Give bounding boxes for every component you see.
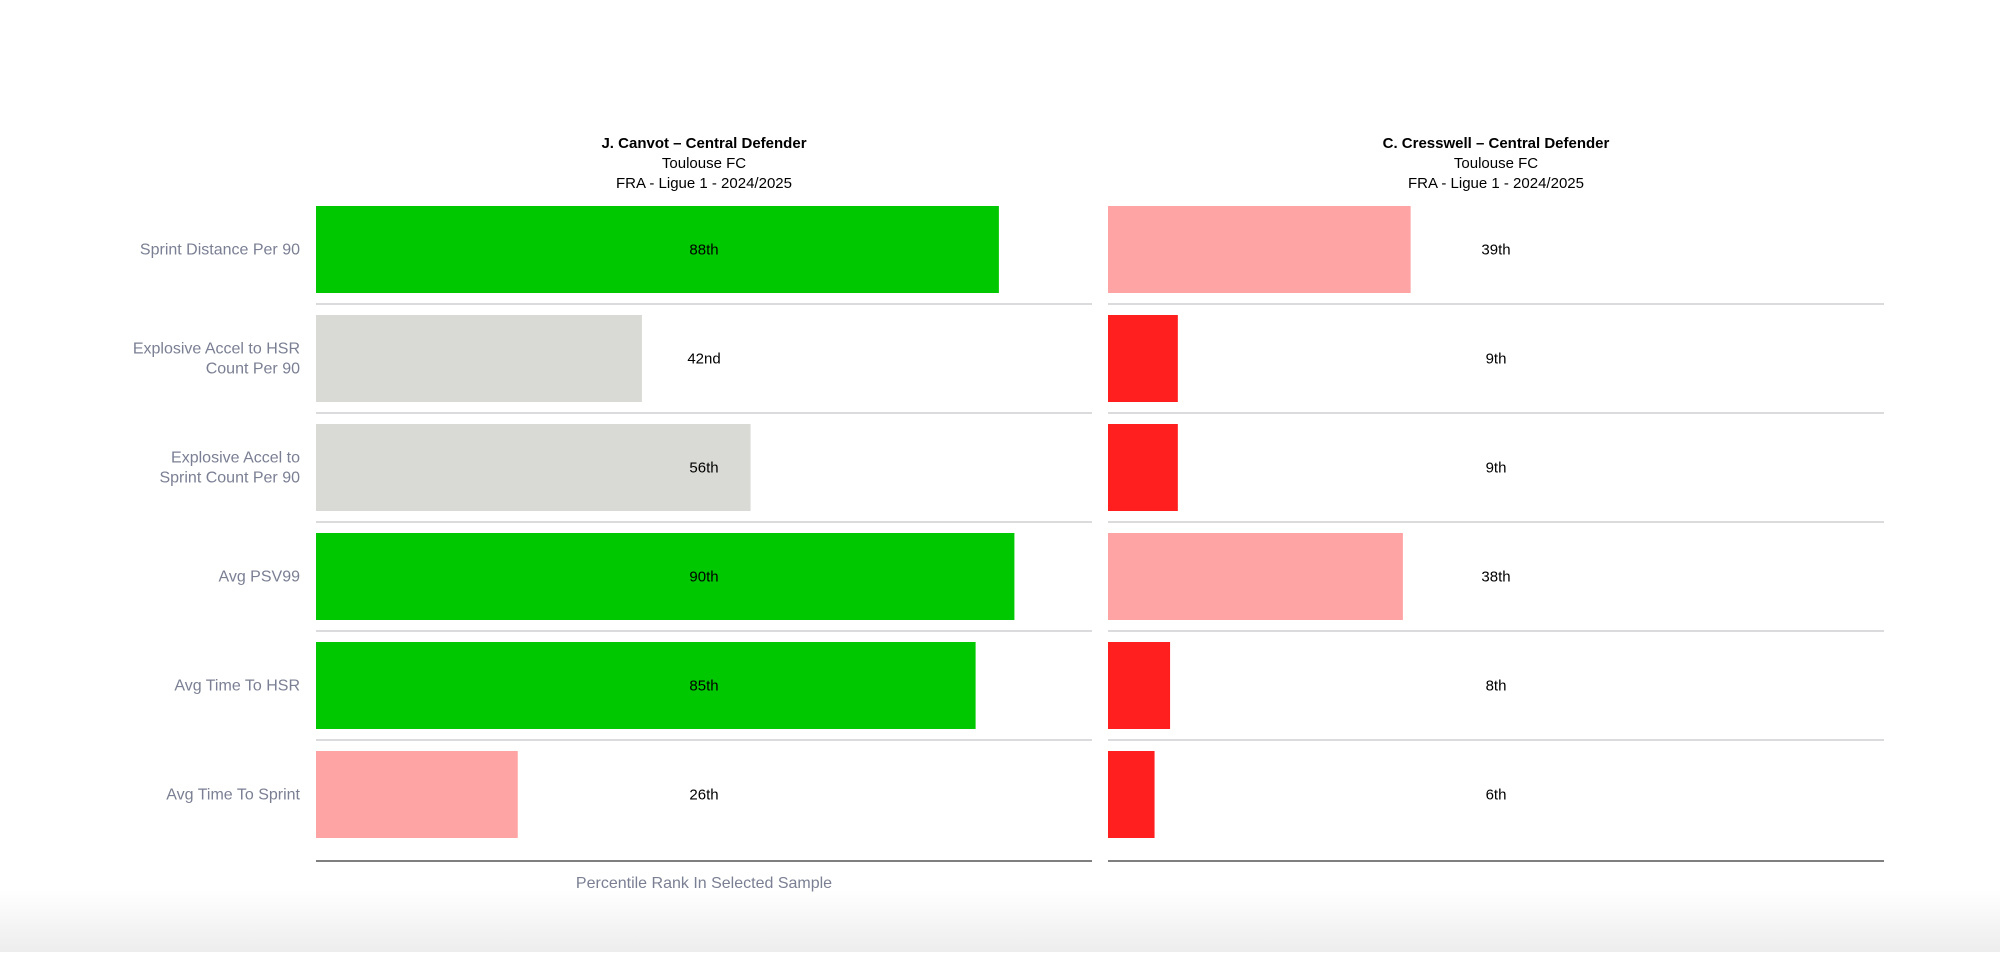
percentile-value-label: 42nd	[687, 351, 720, 368]
team-name: Toulouse FC	[1454, 155, 1538, 172]
percentile-value-label: 26th	[689, 787, 718, 804]
player-name: J. Canvot – Central Defender	[601, 135, 806, 152]
percentile-value-label: 85th	[689, 678, 718, 695]
category-label: Avg Time To HSR	[174, 678, 300, 695]
percentile-value-label: 9th	[1486, 460, 1507, 477]
competition-label: FRA - Ligue 1 - 2024/2025	[616, 175, 792, 192]
percentile-bar	[1108, 424, 1178, 511]
category-label: Explosive Accel to HSR Count Per 90	[133, 341, 300, 378]
percentile-value-label: 88th	[689, 242, 718, 259]
player-name: C. Cresswell – Central Defender	[1383, 135, 1610, 152]
percentile-bar	[316, 533, 1015, 620]
category-label: Explosive Accel to Sprint Count Per 90	[159, 450, 300, 487]
percentile-bar	[1108, 315, 1178, 402]
bottom-shadow	[0, 890, 2000, 952]
percentile-bar	[316, 424, 751, 511]
percentile-value-label: 8th	[1486, 678, 1507, 695]
category-label: Avg PSV99	[218, 569, 300, 586]
percentile-bar	[316, 206, 999, 293]
team-name: Toulouse FC	[662, 155, 746, 172]
percentile-bar	[1108, 751, 1155, 838]
percentile-bar	[1108, 533, 1403, 620]
percentile-value-label: 6th	[1486, 787, 1507, 804]
percentile-value-label: 39th	[1481, 242, 1510, 259]
percentile-value-label: 9th	[1486, 351, 1507, 368]
category-label: Avg Time To Sprint	[166, 787, 300, 804]
percentile-bar	[1108, 642, 1171, 729]
percentile-value-label: 90th	[689, 569, 718, 586]
percentile-bar	[316, 642, 976, 729]
percentile-bar	[1108, 206, 1411, 293]
percentile-bar	[316, 751, 518, 838]
competition-label: FRA - Ligue 1 - 2024/2025	[1408, 175, 1584, 192]
percentile-value-label: 38th	[1481, 569, 1510, 586]
category-label: Sprint Distance Per 90	[140, 242, 300, 259]
x-axis-label: Percentile Rank In Selected Sample	[576, 875, 832, 892]
percentile-value-label: 56th	[689, 460, 718, 477]
percentile-bar	[316, 315, 642, 402]
